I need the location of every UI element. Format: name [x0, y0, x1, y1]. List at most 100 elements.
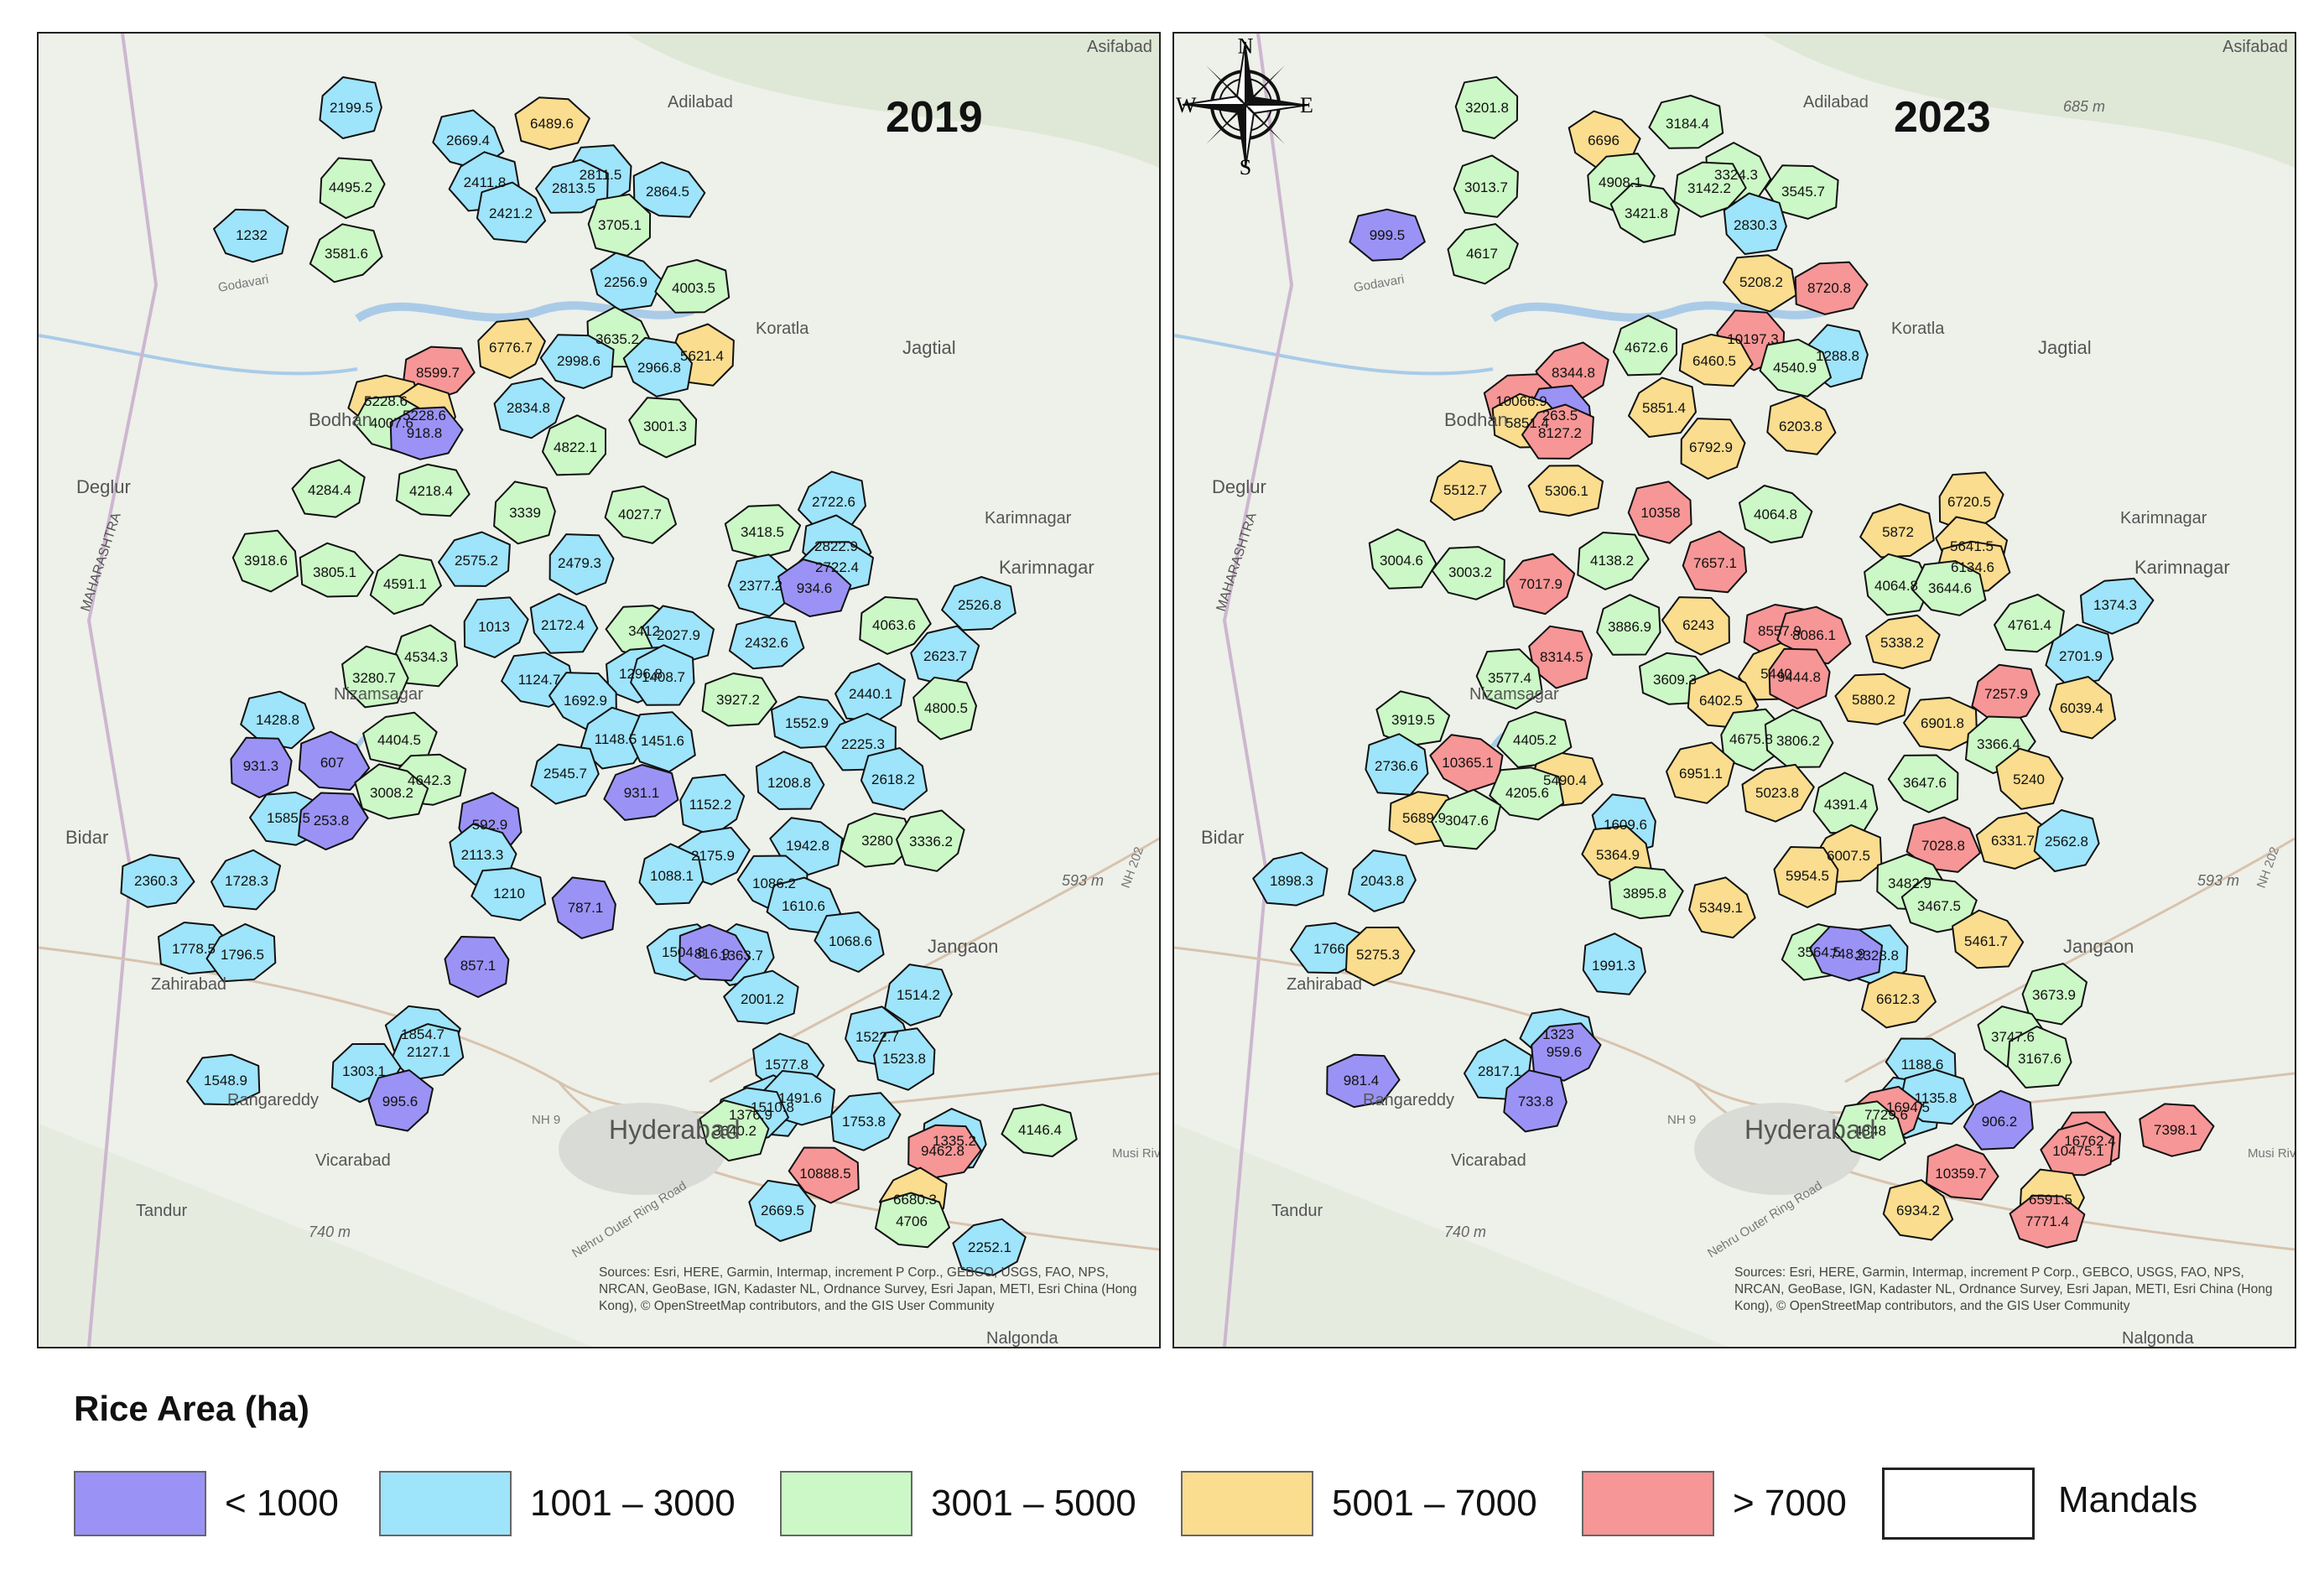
mandal-value-55: 1408.7 [642, 669, 685, 685]
mandal-value-17: 6460.5 [1692, 353, 1736, 369]
mandal-value-115: 9462.8 [921, 1143, 964, 1159]
mandal-value-98: 3673.9 [2032, 987, 2076, 1003]
mandal-41 [727, 553, 793, 617]
mandal-value-25: 918.8 [407, 425, 443, 441]
mandal-value-38: 5641.5 [1950, 538, 1994, 554]
compass-south: S [1240, 155, 1251, 176]
mandal-value-103: 1188.6 [1901, 1057, 1944, 1073]
place-label: Nalgonda [986, 1329, 1059, 1347]
place-label: Nizamsagar [1469, 685, 1559, 704]
mandal-value-65: 3366.4 [1977, 736, 2020, 752]
place-label: Vicarabad [1451, 1151, 1526, 1170]
place-label: Karimnagar [999, 557, 1094, 578]
mandal-70 [1995, 747, 2064, 810]
mandal-value-92: 1068.6 [829, 933, 872, 949]
place-label: Vicarabad [315, 1151, 391, 1170]
mandal-value-13: 5208.2 [1739, 274, 1783, 290]
mandal-value-76: 3047.6 [1445, 813, 1489, 829]
mandal-value-97: 6612.3 [1876, 991, 1920, 1007]
mandal-value-113: 16762.4 [2064, 1133, 2115, 1149]
mandal-labels: 3201.8 6696 3184.4 4908.1 3324.3 3545.7 3142.2… [1270, 100, 2197, 1229]
mandal-value-37: 7657.1 [1693, 555, 1737, 571]
mandal-value-46: 8557.9 [1758, 623, 1801, 639]
mandal-7 [535, 158, 609, 214]
mandal-value-60: 3919.5 [1391, 712, 1435, 728]
mandal-value-104: 1548.9 [204, 1073, 247, 1088]
mandal-51 [2045, 623, 2114, 687]
place-label: Bodhan [1444, 409, 1508, 430]
mandal-34 [231, 529, 299, 593]
mandal-value-87: 1728.3 [225, 873, 268, 889]
mandal-value-105: 2817.1 [1478, 1063, 1521, 1079]
legend-title: Rice Area (ha) [74, 1389, 309, 1428]
mandal-36 [1577, 532, 1650, 590]
mandal-27 [628, 397, 698, 459]
mandal-84 [638, 843, 704, 906]
mandal-value-71: 3008.2 [370, 785, 413, 801]
mandal-value-93: 1766 [1313, 941, 1345, 957]
mandal-95 [444, 936, 510, 998]
mandal-59 [912, 676, 977, 740]
mandal-value-46: 3412 [628, 623, 660, 639]
mandal-value-93: 1778.5 [172, 941, 216, 957]
mandal-63 [628, 711, 696, 773]
mandal-value-35: 3003.2 [1448, 564, 1492, 580]
mandal-value-57: 3927.2 [716, 692, 760, 708]
mandal-value-62: 1148.5 [595, 731, 637, 747]
mandal-value-1: 2199.5 [330, 100, 373, 116]
mandal-36 [438, 531, 511, 587]
mandal-value-10: 999.5 [1370, 227, 1406, 243]
mandal-value-26: 4822.1 [554, 439, 597, 455]
mandal-value-44: 3886.9 [1608, 619, 1651, 635]
place-label: Koratla [1891, 320, 1945, 338]
mandal-value-3: 6489.6 [530, 116, 574, 132]
mandal-value-31: 4064.8 [1754, 507, 1797, 522]
place-label: Tandur [136, 1202, 187, 1220]
legend-label: 1001 – 3000 [530, 1483, 736, 1524]
mandal-value-10: 1232 [236, 227, 268, 243]
mandal-value-33: 6720.5 [1947, 494, 1991, 510]
mandal-value-52: 3280.7 [352, 670, 396, 686]
mandal-value-36: 2575.2 [455, 553, 498, 569]
mandal-51 [910, 625, 980, 688]
mandal-polygons [1252, 75, 2215, 1249]
mandal-value-57: 5880.2 [1852, 692, 1895, 708]
mandal-111 [1001, 1104, 1078, 1157]
mandal-10 [213, 208, 289, 263]
mandal-value-49: 2027.9 [657, 627, 700, 643]
mandal-value-9: 2421.2 [489, 205, 533, 221]
place-label: Hyderabad [609, 1114, 741, 1145]
mandal-value-52: 3577.4 [1488, 670, 1531, 686]
mandal-value-66: 2736.6 [1375, 758, 1418, 774]
mandal-value-91: 1363.7 [720, 948, 763, 964]
compass-rose-icon: N S W E [1176, 34, 1313, 176]
mandal-value-78: 7028.8 [1921, 838, 1965, 854]
mandal-value-94: 5275.3 [1356, 947, 1400, 963]
mandal-value-114: 10359.7 [1935, 1166, 1986, 1182]
mandal-value-53: 3609.3 [1653, 672, 1697, 688]
place-label: Karimnagar [2120, 509, 2207, 527]
mandal-112 [830, 1092, 902, 1151]
mandal-value-2: 2669.4 [446, 132, 490, 148]
mandal-value-7: 3142.2 [1687, 180, 1731, 196]
mandal-value-30: 3339 [509, 505, 541, 521]
mandal-value-5: 2811.5 [580, 167, 622, 183]
mandal-value-115: 10475.1 [2052, 1143, 2103, 1159]
mandal-value-15: 4672.6 [1625, 340, 1668, 356]
mandal-value-4: 4908.1 [1599, 174, 1642, 190]
mandal-value-89: 3467.5 [1917, 898, 1961, 914]
mandal-value-88: 5349.1 [1699, 900, 1743, 916]
mandal-value-73: 1152.2 [689, 797, 732, 813]
mandal-value-8: 4495.2 [329, 179, 372, 195]
mandal-value-28: 4218.4 [409, 483, 453, 499]
mandal-71 [1489, 766, 1565, 821]
mandal-value-74: 1208.8 [767, 775, 811, 791]
mandal-118 [2009, 1194, 2086, 1249]
place-label: Jagtial [2038, 337, 2092, 358]
mandal-value-20: 2966.8 [637, 360, 681, 376]
mandal-89 [766, 876, 841, 933]
mandal-27 [1766, 394, 1837, 455]
mandal-value-6: 2864.5 [646, 184, 689, 200]
mandal-25 [1521, 403, 1594, 460]
mandal-value-53: 1124.7 [518, 672, 561, 688]
